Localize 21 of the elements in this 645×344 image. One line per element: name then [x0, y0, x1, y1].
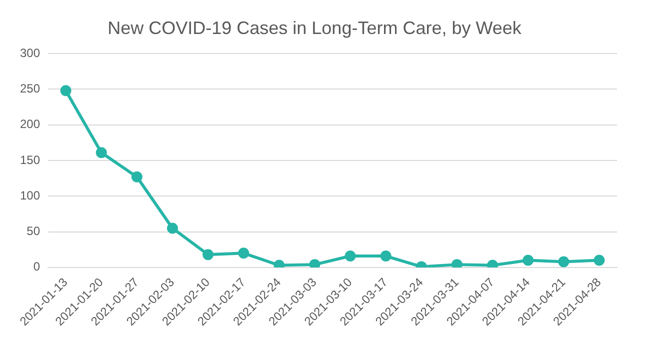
y-tick-label: 0: [33, 260, 40, 274]
point: [380, 250, 392, 262]
y-tick-label: 300: [20, 46, 40, 60]
point: [309, 259, 320, 268]
point: [558, 256, 570, 268]
point: [96, 147, 107, 158]
point: [202, 249, 214, 260]
point: [238, 248, 250, 259]
point: [451, 259, 462, 268]
y-tick-label: 50: [26, 224, 40, 238]
y-tick-label: 150: [20, 152, 40, 167]
point: [60, 85, 72, 96]
chart-title: New COVID-19 Cases in Long-Term Care, by Week: [108, 18, 522, 38]
y-tick-label: 250: [20, 82, 40, 96]
y-tick-label: 200: [20, 117, 40, 132]
point: [594, 254, 605, 266]
point: [166, 222, 178, 234]
point: [522, 254, 534, 266]
y-tick-label: 100: [20, 188, 40, 202]
point: [131, 171, 142, 182]
point: [344, 250, 356, 262]
